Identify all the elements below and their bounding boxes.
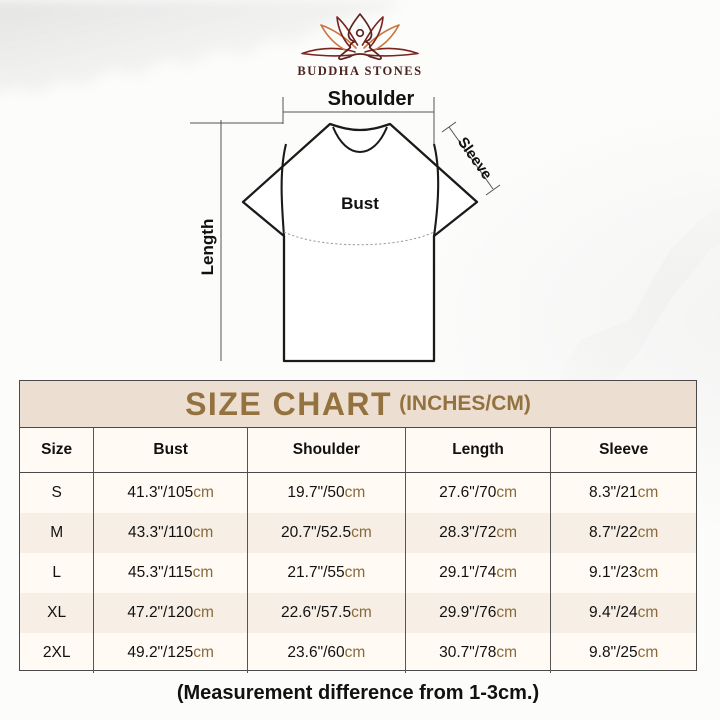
svg-text:Shoulder: Shoulder bbox=[328, 88, 415, 110]
svg-text:Bust: Bust bbox=[341, 194, 379, 213]
svg-text:Sleeve: Sleeve bbox=[454, 134, 495, 183]
svg-text:Length: Length bbox=[198, 219, 217, 276]
